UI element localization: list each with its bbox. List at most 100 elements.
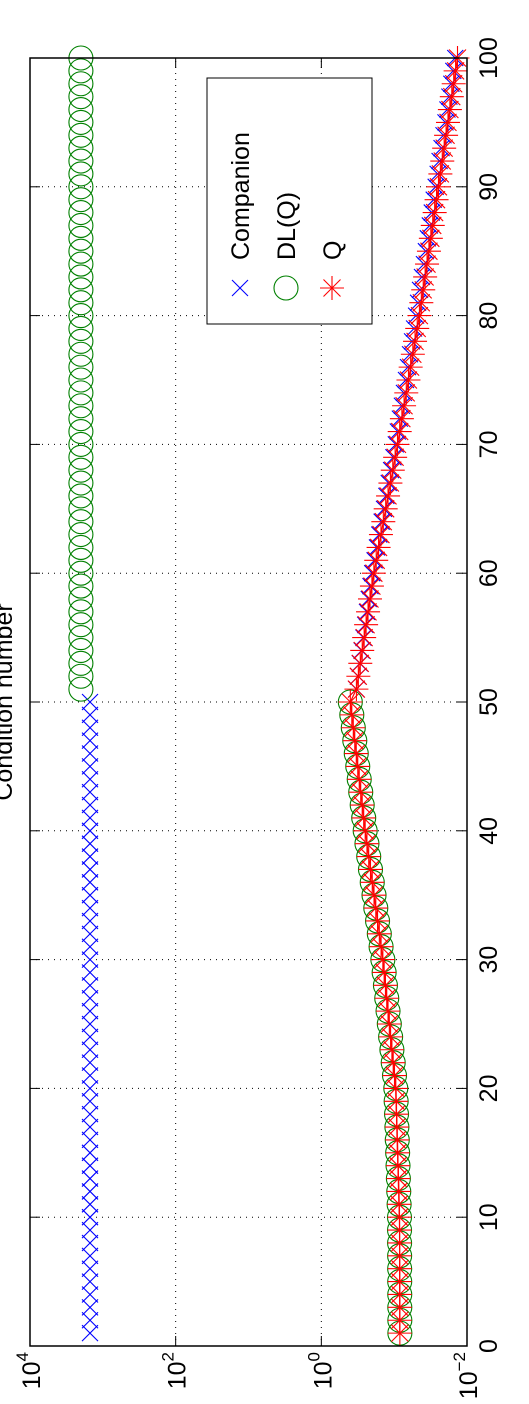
- data-point: [373, 496, 398, 521]
- data-point: [81, 1234, 99, 1252]
- data-point: [365, 908, 390, 933]
- data-point: [394, 380, 419, 405]
- data-point: [382, 1063, 407, 1088]
- data-point: [68, 328, 94, 354]
- data-point: [81, 719, 99, 737]
- series-q: [338, 46, 470, 1346]
- data-point: [443, 58, 468, 83]
- data-point: [81, 912, 99, 930]
- data-point: [68, 315, 94, 342]
- data-point: [81, 1221, 99, 1239]
- data-point: [68, 135, 94, 161]
- data-point: [405, 316, 430, 341]
- data-point: [422, 200, 447, 225]
- data-point: [386, 1153, 411, 1178]
- data-point: [348, 651, 373, 676]
- data-point: [350, 638, 375, 663]
- data-point: [68, 354, 94, 380]
- data-point: [441, 71, 466, 96]
- data-point: [81, 1273, 99, 1290]
- data-point: [366, 535, 391, 560]
- data-point: [68, 547, 94, 573]
- data-point: [68, 406, 94, 432]
- data-point: [376, 999, 401, 1024]
- data-point: [81, 1195, 99, 1213]
- data-point: [347, 767, 372, 792]
- data-point: [68, 225, 94, 251]
- data-point: [81, 770, 99, 788]
- data-point: [354, 831, 379, 856]
- x-tick-label: 70: [475, 430, 503, 458]
- data-point: [68, 599, 94, 625]
- data-point: [68, 303, 94, 329]
- data-point: [418, 226, 443, 251]
- data-point: [385, 432, 410, 457]
- data-point: [68, 238, 94, 264]
- data-point: [68, 625, 94, 651]
- data-point: [81, 1080, 99, 1097]
- data-point: [81, 1208, 99, 1226]
- plot-area: [68, 45, 470, 1346]
- data-point: [358, 857, 383, 882]
- data-point: [352, 625, 377, 650]
- data-point: [68, 637, 94, 664]
- data-point: [389, 406, 414, 431]
- data-point: [68, 534, 94, 560]
- data-point: [81, 1298, 99, 1316]
- data-point: [430, 149, 455, 174]
- data-point: [68, 251, 94, 277]
- data-point: [81, 693, 99, 711]
- data-point: [68, 380, 94, 406]
- data-point: [380, 458, 405, 483]
- data-point: [81, 796, 99, 814]
- data-point: [68, 470, 94, 496]
- data-point: [68, 612, 94, 638]
- data-point: [68, 84, 94, 110]
- data-point: [68, 277, 94, 303]
- data-point: [81, 899, 99, 917]
- data-point: [364, 548, 389, 573]
- data-point: [372, 960, 397, 985]
- data-point: [368, 522, 393, 547]
- data-point: [350, 793, 375, 818]
- data-point: [400, 342, 425, 367]
- data-point: [68, 122, 94, 148]
- data-point: [360, 870, 385, 895]
- data-point: [81, 861, 99, 878]
- data-point: [398, 355, 423, 380]
- data-point: [371, 509, 396, 534]
- data-point: [356, 844, 381, 869]
- data-point: [339, 702, 364, 727]
- data-point: [346, 664, 371, 689]
- data-point: [81, 758, 99, 775]
- data-point: [81, 886, 99, 904]
- legend-marker-companion: [231, 279, 249, 297]
- data-point: [377, 1012, 402, 1036]
- legend: Companion DL(Q) Q: [206, 77, 373, 325]
- legend-label: DL(Q): [273, 192, 301, 260]
- x-tick-label: 0: [475, 1339, 503, 1353]
- data-point: [363, 896, 388, 921]
- data-point: [68, 522, 94, 548]
- data-point: [432, 136, 457, 161]
- data-point: [357, 586, 382, 611]
- legend-box: [206, 77, 373, 325]
- data-point: [81, 1002, 99, 1020]
- data-point: [68, 148, 94, 174]
- data-point: [81, 1170, 99, 1187]
- data-point: [351, 805, 376, 830]
- data-point: [437, 97, 462, 122]
- data-point: [68, 573, 94, 599]
- data-point: [68, 71, 94, 97]
- data-point: [81, 822, 99, 840]
- data-point: [341, 715, 366, 740]
- data-point: [81, 706, 99, 724]
- data-point: [396, 368, 421, 392]
- data-point: [81, 976, 99, 994]
- data-point: [379, 1037, 404, 1062]
- data-point: [68, 174, 94, 200]
- data-point: [378, 471, 403, 496]
- data-point: [348, 780, 373, 805]
- data-point: [383, 445, 408, 470]
